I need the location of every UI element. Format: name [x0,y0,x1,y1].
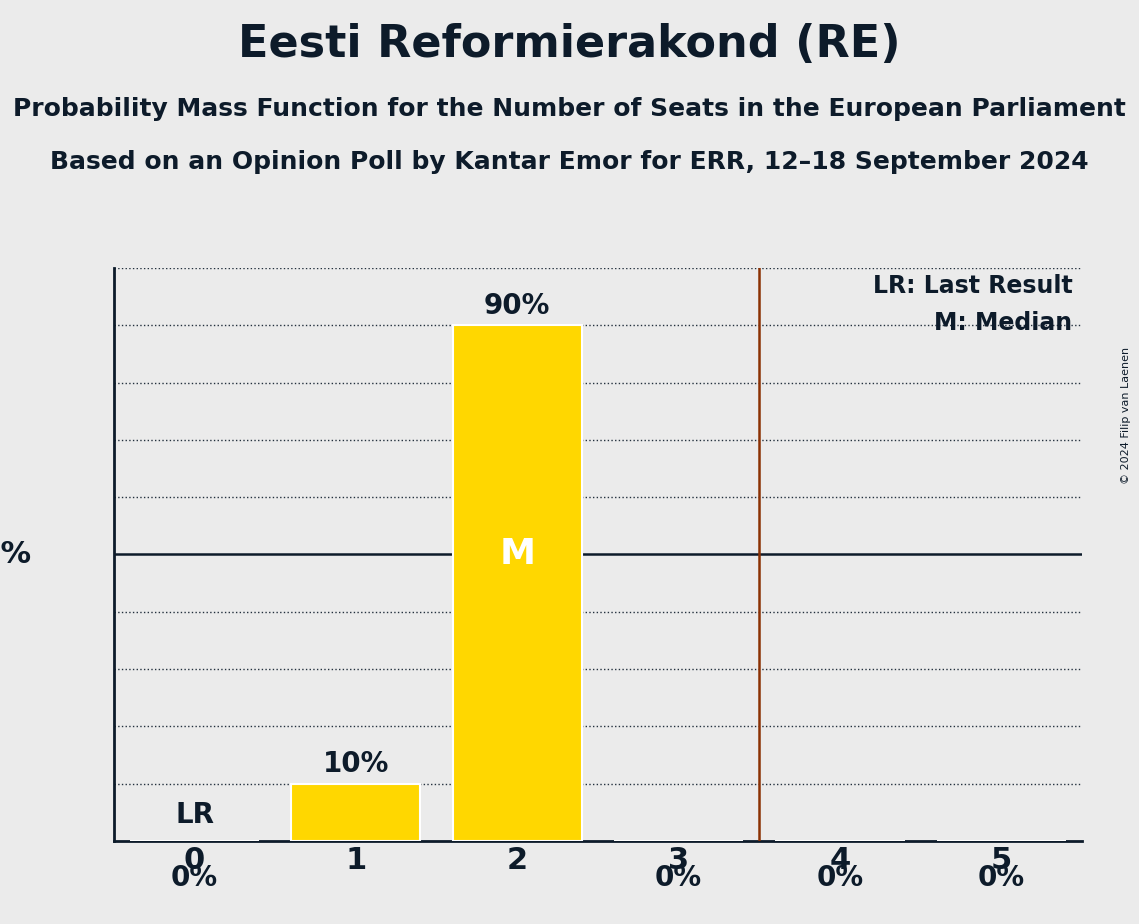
Text: Based on an Opinion Poll by Kantar Emor for ERR, 12–18 September 2024: Based on an Opinion Poll by Kantar Emor … [50,150,1089,174]
Bar [292,784,420,841]
Text: © 2024 Filip van Laenen: © 2024 Filip van Laenen [1121,347,1131,484]
Text: LR: Last Result: LR: Last Result [872,274,1073,298]
Text: Eesti Reformierakond (RE): Eesti Reformierakond (RE) [238,23,901,67]
Text: Probability Mass Function for the Number of Seats in the European Parliament: Probability Mass Function for the Number… [13,97,1126,121]
Text: M: M [499,538,535,571]
Text: 50%: 50% [0,540,32,569]
Text: 0%: 0% [171,864,219,892]
Text: 10%: 10% [322,749,390,778]
Bar [453,325,582,841]
Text: 0%: 0% [817,864,863,892]
Text: 0%: 0% [655,864,703,892]
Text: 90%: 90% [484,291,550,320]
Text: 0%: 0% [977,864,1025,892]
Text: M: Median: M: Median [934,310,1073,334]
Text: LR: LR [175,801,214,830]
